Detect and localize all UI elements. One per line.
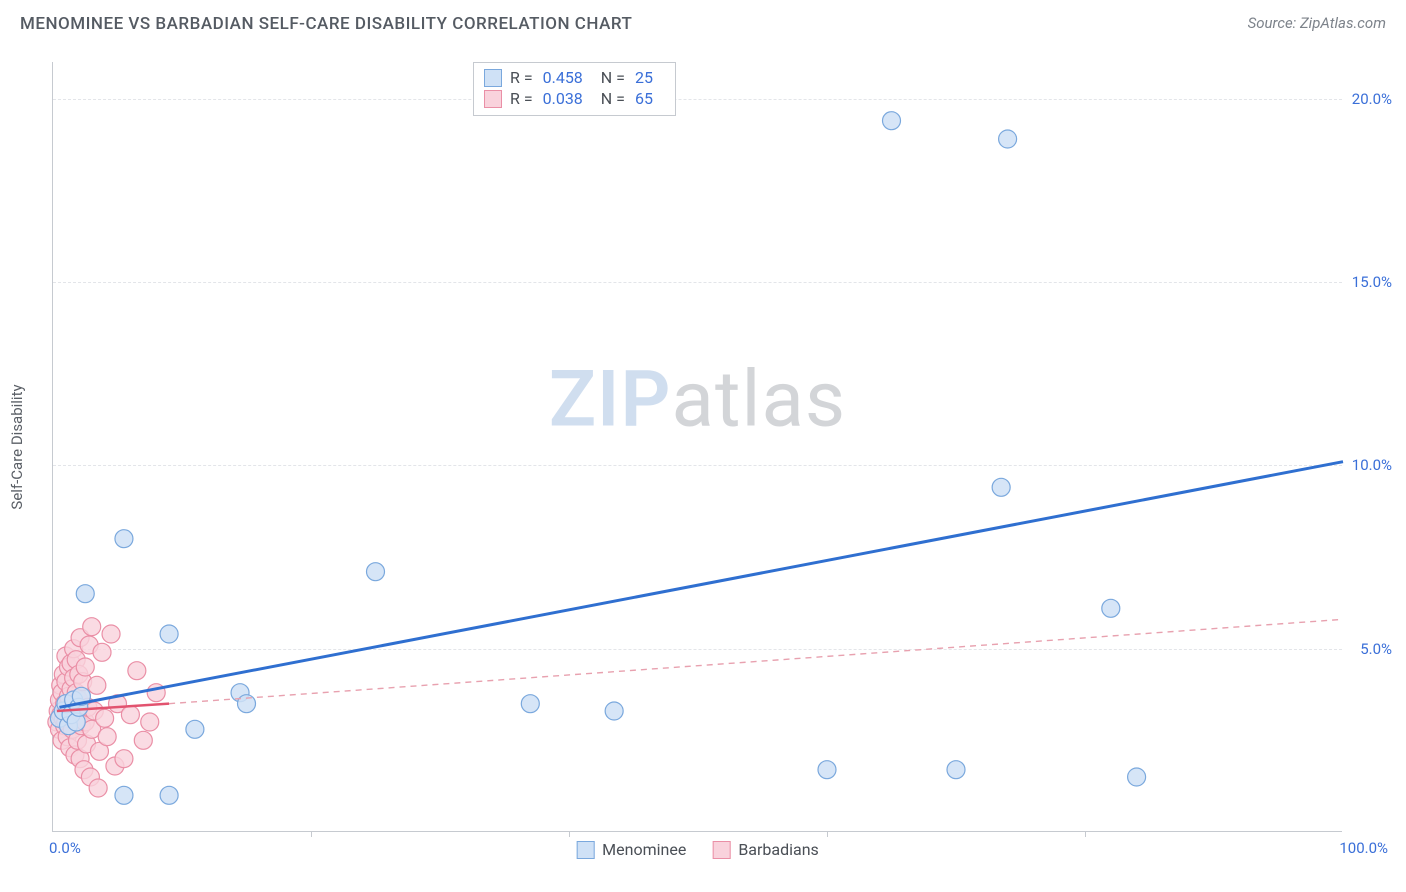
- n-label: N =: [601, 68, 625, 87]
- r-value-barbadians: 0.038: [541, 89, 593, 108]
- swatch-pink-icon: [484, 90, 502, 108]
- scatter-point-menominee: [115, 786, 133, 804]
- y-tick-label: 10.0%: [1344, 456, 1392, 474]
- plot-region: Self-Care Disability 5.0%10.0%15.0%20.0%…: [52, 62, 1342, 832]
- scatter-point-barbadians: [96, 709, 114, 727]
- scatter-point-menominee: [160, 625, 178, 643]
- scatter-point-barbadians: [141, 713, 159, 731]
- scatter-point-menominee: [186, 720, 204, 738]
- stats-row-barbadians: R = 0.038 N = 65: [484, 88, 663, 109]
- n-label: N =: [601, 89, 625, 108]
- scatter-point-barbadians: [102, 625, 120, 643]
- trendline-menominee: [59, 462, 1343, 708]
- scatter-point-menominee: [115, 530, 133, 548]
- stats-row-menominee: R = 0.458 N = 25: [484, 67, 663, 88]
- scatter-point-menominee: [947, 761, 965, 779]
- chart-title: MENOMINEE VS BARBADIAN SELF-CARE DISABIL…: [20, 14, 632, 34]
- y-tick-label: 20.0%: [1344, 90, 1392, 108]
- scatter-point-menominee: [367, 563, 385, 581]
- y-tick-label: 5.0%: [1344, 640, 1392, 658]
- scatter-point-barbadians: [76, 658, 94, 676]
- y-axis-label: Self-Care Disability: [8, 384, 26, 509]
- scatter-point-menominee: [999, 130, 1017, 148]
- legend-item-menominee: Menominee: [576, 840, 686, 859]
- trendline-barbadians-dashed: [169, 619, 1343, 703]
- n-value-menominee: 25: [633, 68, 663, 87]
- scatter-point-menominee: [521, 695, 539, 713]
- chart-area: Self-Care Disability 5.0%10.0%15.0%20.0%…: [52, 62, 1382, 842]
- r-label: R =: [510, 68, 533, 87]
- source-label: Source: ZipAtlas.com: [1248, 14, 1386, 32]
- scatter-point-menominee: [883, 112, 901, 130]
- scatter-point-barbadians: [98, 728, 116, 746]
- stats-box: R = 0.458 N = 25 R = 0.038 N = 65: [473, 62, 676, 116]
- legend-label-barbadians: Barbadians: [738, 840, 819, 859]
- r-label: R =: [510, 89, 533, 108]
- x-tick: [1085, 831, 1086, 837]
- legend-item-barbadians: Barbadians: [712, 840, 819, 859]
- x-tick: [569, 831, 570, 837]
- scatter-point-barbadians: [128, 662, 146, 680]
- swatch-pink-icon: [712, 841, 730, 859]
- scatter-point-barbadians: [83, 618, 101, 636]
- scatter-point-menominee: [992, 478, 1010, 496]
- swatch-blue-icon: [484, 69, 502, 87]
- scatter-point-menominee: [1102, 599, 1120, 617]
- scatter-point-menominee: [76, 585, 94, 603]
- scatter-point-menominee: [605, 702, 623, 720]
- scatter-point-barbadians: [115, 750, 133, 768]
- x-max-label: 100.0%: [1339, 839, 1388, 857]
- r-value-menominee: 0.458: [541, 68, 593, 87]
- x-origin-label: 0.0%: [49, 839, 81, 857]
- scatter-point-barbadians: [121, 706, 139, 724]
- scatter-point-barbadians: [93, 643, 111, 661]
- scatter-plot: [53, 62, 1342, 831]
- x-tick: [827, 831, 828, 837]
- scatter-point-barbadians: [88, 676, 106, 694]
- x-tick: [311, 831, 312, 837]
- scatter-point-menominee: [1128, 768, 1146, 786]
- scatter-point-barbadians: [134, 731, 152, 749]
- scatter-point-menominee: [160, 786, 178, 804]
- n-value-barbadians: 65: [633, 89, 663, 108]
- scatter-point-menominee: [238, 695, 256, 713]
- bottom-legend: Menominee Barbadians: [576, 840, 819, 859]
- scatter-point-barbadians: [89, 779, 107, 797]
- legend-label-menominee: Menominee: [602, 840, 686, 859]
- scatter-point-menominee: [818, 761, 836, 779]
- y-tick-label: 15.0%: [1344, 273, 1392, 291]
- swatch-blue-icon: [576, 841, 594, 859]
